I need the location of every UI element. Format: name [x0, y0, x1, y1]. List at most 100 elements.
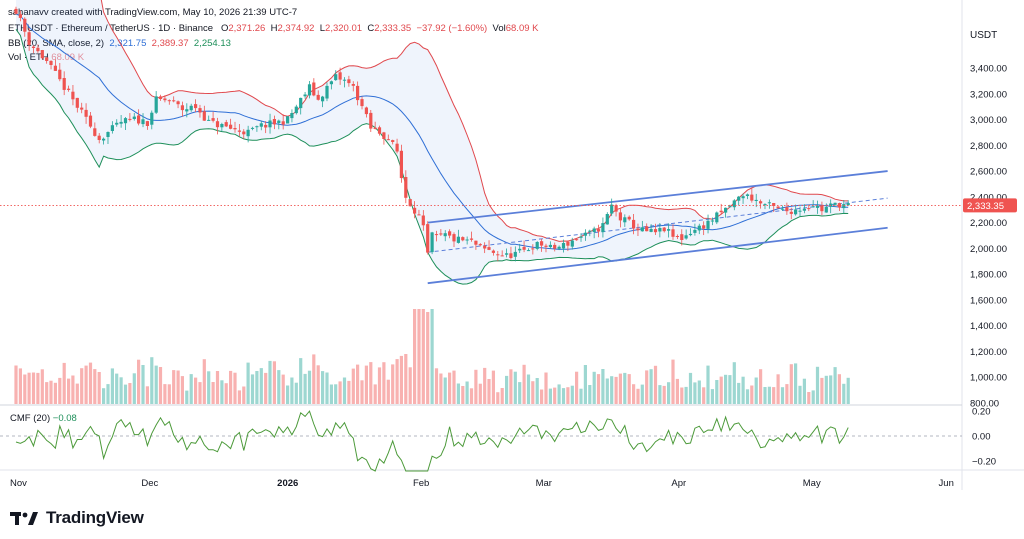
- candle-body: [93, 128, 97, 136]
- candle-body: [500, 255, 504, 257]
- volume-bar: [259, 368, 263, 404]
- candle-body: [264, 124, 268, 128]
- cmf-legend[interactable]: CMF (20) −0.08: [10, 413, 77, 424]
- candle-body: [246, 129, 250, 137]
- candle-body: [303, 94, 307, 97]
- candle-body: [224, 122, 228, 127]
- volume-legend[interactable]: Vol · ETH 68.09 K: [8, 52, 84, 64]
- candle-body: [505, 253, 509, 255]
- volume-bar: [522, 364, 526, 404]
- candle-body: [592, 228, 596, 232]
- volume-bar: [356, 364, 360, 404]
- candle-body: [553, 244, 557, 249]
- price-tick-label: 1,000.00: [970, 373, 1007, 384]
- candle-body: [141, 119, 145, 125]
- volume-bar: [474, 369, 478, 404]
- symbol-title[interactable]: ETHUSDT · Ethereum / TetherUS · 1D · Bin…: [8, 23, 214, 34]
- candle-body: [211, 118, 215, 121]
- volume-bar: [732, 362, 736, 404]
- candle-body: [448, 231, 452, 236]
- cmf-tick-label: 0.00: [972, 432, 991, 443]
- volume-bar: [837, 374, 841, 404]
- volume-bar: [294, 382, 298, 404]
- price-tick-label: 1,200.00: [970, 347, 1007, 358]
- candle-body: [40, 50, 44, 59]
- volume-bar: [640, 384, 644, 404]
- candle-body: [391, 140, 395, 142]
- volume-bar: [469, 388, 474, 404]
- bb-fill: [16, 0, 849, 285]
- volume-bar: [102, 388, 106, 404]
- candle-body: [277, 120, 281, 124]
- candle-body: [815, 205, 820, 208]
- candle-body: [106, 132, 110, 137]
- volume-bar: [426, 312, 430, 404]
- volume-bar: [487, 379, 491, 404]
- candle-body: [31, 46, 36, 48]
- volume-bar: [829, 375, 833, 404]
- candle-body: [67, 88, 71, 90]
- candle-body: [588, 230, 592, 232]
- volume-bar: [706, 365, 710, 404]
- candle-body: [842, 204, 846, 209]
- volume-bar: [815, 366, 820, 404]
- candle-body: [452, 234, 456, 242]
- candle-body: [286, 116, 290, 124]
- candle-body: [610, 204, 614, 214]
- open-value: 2,371.26: [228, 23, 266, 34]
- candle-body: [399, 150, 403, 179]
- volume-bar: [264, 372, 268, 404]
- candle-body: [14, 8, 18, 14]
- candle-body: [110, 125, 114, 131]
- candle-body: [526, 250, 531, 252]
- candle-body: [18, 14, 22, 18]
- volume-bar: [119, 377, 123, 404]
- volume-bar: [724, 374, 728, 404]
- candle-body: [49, 60, 53, 65]
- candle-body: [697, 225, 701, 231]
- candle-body: [719, 210, 723, 213]
- volume-bar: [351, 368, 355, 404]
- volume-bar: [430, 309, 434, 404]
- bb-upper-value: 2,389.37: [151, 38, 189, 49]
- candle-body: [27, 32, 31, 45]
- candle-body: [750, 194, 754, 201]
- volume-bar: [316, 365, 320, 404]
- bb-legend[interactable]: BB (20, SMA, close, 2) 2,321.75 2,389.37…: [8, 38, 231, 50]
- volume-bar: [798, 385, 802, 404]
- volume-bar: [605, 378, 609, 404]
- candle-body: [820, 205, 824, 212]
- candle-body: [596, 229, 601, 232]
- volume-bar: [163, 384, 167, 404]
- volume-bar: [84, 365, 88, 404]
- volume-bar: [233, 372, 237, 404]
- candle-body: [417, 214, 421, 216]
- candle-body: [837, 203, 841, 208]
- candle-body: [794, 209, 798, 215]
- candle-body: [540, 241, 544, 246]
- volume-bar: [321, 371, 325, 404]
- volume-bar: [250, 374, 255, 404]
- time-tick-label: Nov: [10, 478, 27, 489]
- volume-bar: [408, 367, 412, 404]
- candle-body: [583, 232, 587, 236]
- candle-body: [662, 227, 666, 232]
- candle-body: [789, 211, 793, 214]
- candle-body: [163, 98, 167, 101]
- volume-bar: [391, 364, 395, 404]
- volume-bar: [299, 358, 303, 404]
- candle-body: [535, 242, 539, 249]
- volume-bar: [40, 369, 44, 404]
- candle-body: [465, 239, 469, 241]
- candle-body: [229, 124, 233, 129]
- volume-bar: [632, 384, 636, 404]
- volume-bar: [448, 372, 452, 404]
- volume-bar: [588, 385, 592, 404]
- candle-body: [80, 107, 84, 110]
- volume-bar: [684, 386, 688, 404]
- candle-body: [434, 234, 439, 236]
- candle-body: [430, 232, 434, 253]
- candle-body: [614, 205, 618, 212]
